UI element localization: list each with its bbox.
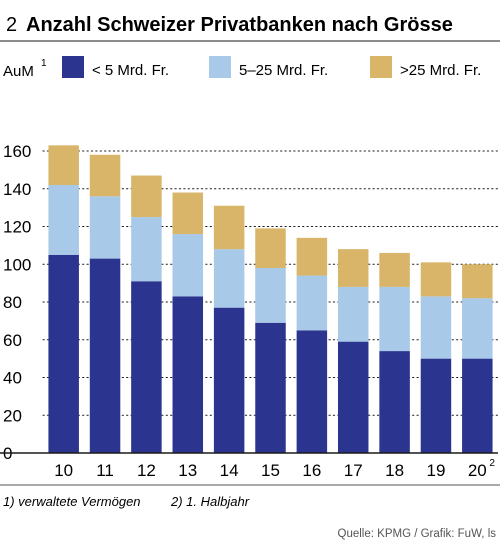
bar-segment-medium [337, 286, 369, 342]
bar-segment-medium [379, 286, 410, 352]
unit-footnote-mark: 1 [41, 58, 47, 69]
bar-segment-small [255, 322, 286, 453]
y-tick-label: 40 [3, 369, 22, 388]
bar-segment-large [337, 249, 369, 287]
footnote-2: 2) 1. Halbjahr [170, 494, 250, 509]
bar-segment-large [296, 237, 328, 276]
x-tick-label: 14 [220, 461, 239, 480]
bar-segment-small [213, 307, 245, 453]
unit-label: AuM [3, 63, 34, 80]
bar-segment-medium [172, 234, 204, 297]
legend-swatch-medium [209, 56, 231, 78]
bar-segment-large [420, 262, 452, 297]
y-tick-label: 140 [3, 180, 31, 199]
bar-segment-medium [89, 196, 121, 259]
y-tick-label: 80 [3, 293, 22, 312]
x-tick-label: 10 [54, 461, 73, 480]
source-credit: Quelle: KPMG / Grafik: FuW, ls [338, 528, 497, 540]
bar-segment-large [48, 145, 79, 185]
bar-segment-large [213, 205, 245, 250]
y-tick-label: 20 [3, 406, 22, 425]
bar-segment-small [131, 281, 162, 453]
bar-segment-small [89, 258, 121, 453]
x-tick-label: 19 [426, 461, 445, 480]
legend-swatch-small [62, 56, 84, 78]
bar-segment-medium [296, 275, 328, 331]
legend-swatch-large [370, 56, 392, 78]
bar-segment-medium [462, 298, 493, 359]
x-tick-label: 18 [385, 461, 404, 480]
bar-segment-medium [48, 184, 79, 255]
x-tick-label: 15 [261, 461, 280, 480]
bar-segment-small [379, 351, 410, 453]
x-tick-label: 11 [96, 461, 114, 480]
bar-segment-medium [213, 249, 245, 308]
x-tick-label: 16 [302, 461, 321, 480]
bar-segment-small [337, 341, 369, 453]
bar-segment-small [48, 254, 79, 453]
bar-segment-small [172, 296, 204, 453]
plot-area: 0204060801001201401601011121314151617181… [0, 142, 499, 480]
legend-label-small: < 5 Mrd. Fr. [92, 62, 169, 79]
bar-segment-large [379, 252, 410, 287]
bar-segment-small [420, 358, 452, 453]
bar-segment-small [296, 330, 328, 453]
bar-segment-medium [255, 268, 286, 323]
bar-segment-medium [420, 296, 452, 359]
legend-label-large: >25 Mrd. Fr. [400, 62, 481, 79]
bar-segment-small [462, 358, 493, 453]
bar-segment-medium [131, 217, 162, 282]
x-tick-label: 12 [137, 461, 156, 480]
y-tick-label: 120 [3, 218, 31, 237]
figure-number: 2 [6, 14, 17, 36]
y-tick-label: 160 [3, 142, 31, 161]
y-tick-label: 60 [3, 331, 22, 350]
bar-segment-large [89, 154, 121, 197]
footnote-1: 1) verwaltete Vermögen [3, 494, 141, 509]
bar-segment-large [172, 192, 204, 235]
bar-segment-large [255, 228, 286, 269]
x-tick-label: 20 [468, 461, 487, 480]
y-tick-label: 100 [3, 255, 31, 274]
x-tick-label: 13 [178, 461, 197, 480]
x-tick-label: 17 [344, 461, 363, 480]
bar-segment-large [462, 264, 493, 299]
chart-title: Anzahl Schweizer Privatbanken nach Gröss… [26, 14, 453, 36]
bar-segment-large [131, 175, 162, 218]
x-tick-footnote-mark: 2 [489, 458, 495, 469]
legend-label-medium: 5–25 Mrd. Fr. [239, 62, 328, 79]
